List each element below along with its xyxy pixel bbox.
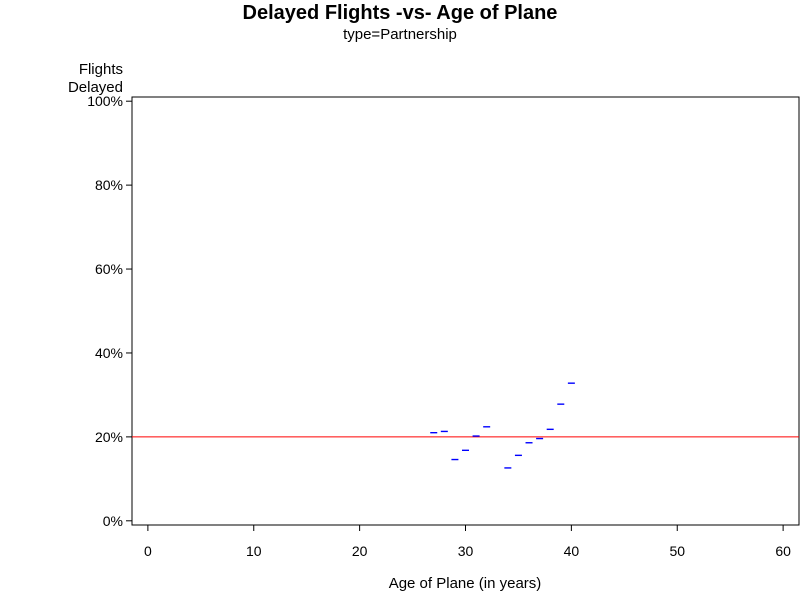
y-tick-label: 20% (95, 429, 123, 445)
data-points (430, 382, 575, 469)
x-tick-label: 60 (775, 543, 791, 559)
y-axis: 0% 20% 40% 60% 80% 100% (87, 93, 132, 529)
y-tick-label: 80% (95, 177, 123, 193)
x-tick-label: 0 (144, 543, 152, 559)
x-axis-label: Age of Plane (in years) (388, 575, 542, 592)
x-tick-label: 50 (669, 543, 685, 559)
x-axis: 0 10 20 30 40 50 60 (144, 525, 791, 559)
y-axis-label-line-1: Flights (78, 61, 123, 78)
y-tick-label: 0% (103, 513, 123, 529)
chart-subtitle: type=Partnership (343, 26, 457, 43)
y-tick-label: 40% (95, 345, 123, 361)
x-tick-label: 30 (458, 543, 474, 559)
y-tick-label: 60% (95, 261, 123, 277)
y-axis-label-line-2: Delayed (67, 79, 123, 96)
x-tick-label: 20 (352, 543, 368, 559)
chart-title: Delayed Flights -vs- Age of Plane (242, 2, 558, 24)
y-tick-label: 100% (87, 93, 123, 109)
x-tick-label: 10 (246, 543, 262, 559)
y-axis-label: Flights Delayed (68, 61, 123, 97)
x-tick-label: 40 (564, 543, 580, 559)
plot-frame (131, 96, 800, 526)
